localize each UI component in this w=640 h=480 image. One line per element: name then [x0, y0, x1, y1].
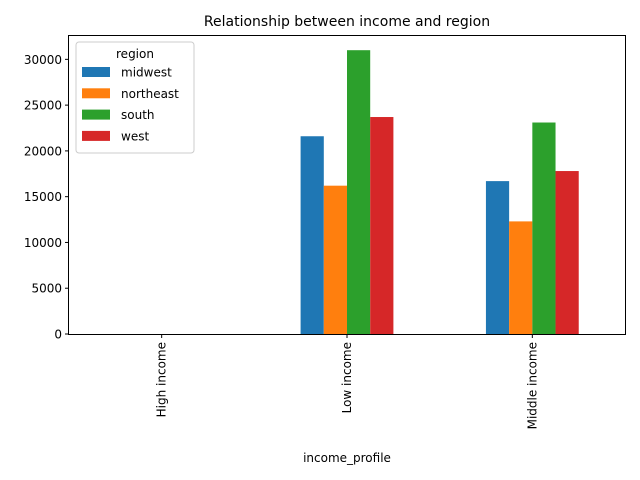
- bar-midwest-low-income: [300, 136, 324, 334]
- legend: region midwest northeast south west: [75, 41, 195, 154]
- y-tick-label: 25000: [24, 99, 62, 113]
- legend-title: region: [116, 47, 154, 61]
- legend-label-west: west: [121, 129, 149, 143]
- y-tick-label: 15000: [24, 190, 62, 204]
- x-tick-label: Middle income: [525, 342, 539, 429]
- bar-midwest-middle-income: [485, 181, 510, 334]
- legend-swatch-west: [82, 130, 110, 141]
- x-tick-label: High income: [155, 342, 169, 417]
- chart-title: Relationship between income and region: [204, 14, 490, 30]
- plot-area: [300, 50, 579, 334]
- legend-label-northeast: northeast: [121, 87, 179, 101]
- legend-swatch-northeast: [82, 88, 110, 99]
- x-axis: High income Low income Middle income: [155, 334, 539, 429]
- bar-south-low-income: [347, 50, 371, 334]
- y-tick-label: 0: [54, 328, 62, 342]
- bar-northeast-middle-income: [509, 221, 533, 334]
- x-axis-label: income_profile: [303, 451, 391, 465]
- legend-swatch-south: [82, 109, 110, 120]
- y-tick-label: 30000: [24, 53, 62, 67]
- y-tick-label: 10000: [24, 236, 62, 250]
- bar-west-middle-income: [555, 171, 579, 334]
- bar-west-low-income: [370, 117, 394, 334]
- legend-label-midwest: midwest: [121, 66, 172, 80]
- legend-swatch-midwest: [82, 67, 110, 77]
- bar-northeast-low-income: [323, 185, 347, 334]
- x-tick-label: Low income: [340, 342, 354, 413]
- bar-south-middle-income: [532, 122, 556, 334]
- y-tick-label: 5000: [31, 282, 62, 296]
- y-axis: 0 5000 10000 15000 20000 25000 30000: [24, 53, 69, 342]
- legend-label-south: south: [121, 108, 155, 122]
- y-tick-label: 20000: [24, 144, 62, 158]
